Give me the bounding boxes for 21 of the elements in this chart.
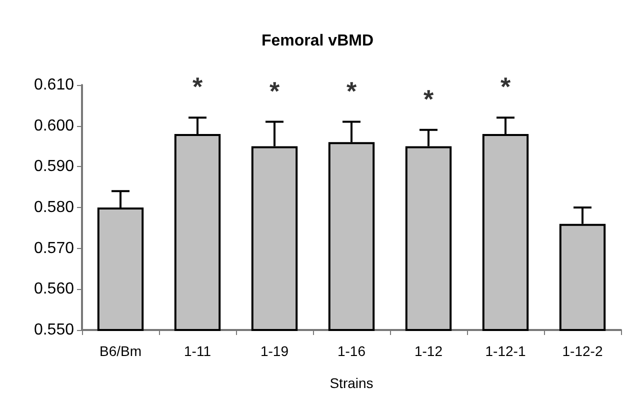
- x-tick-label: 1-11: [184, 343, 212, 359]
- annotation: *: [269, 76, 280, 106]
- x-tick-label: 1-16: [337, 343, 366, 359]
- annotation: *: [423, 84, 434, 114]
- x-tick-label: 1-19: [260, 343, 289, 359]
- annotation: *: [192, 72, 204, 102]
- y-tick-label: 0.600: [34, 117, 74, 134]
- x-axis-title: Strains: [330, 375, 374, 391]
- x-tick-label: 1-12-1: [485, 343, 526, 359]
- y-tick-label: 0.580: [34, 199, 74, 216]
- chart-title: Femoral vBMD: [261, 32, 374, 50]
- y-tick-label: 0.610: [34, 76, 74, 94]
- x-tick-label: 1-12: [414, 343, 443, 359]
- y-tick-label: 0.560: [34, 280, 74, 298]
- x-tick-label: B6/Bm: [99, 343, 142, 359]
- y-tick-label: 0.550: [34, 322, 74, 338]
- y-tick-label: 0.590: [34, 158, 74, 176]
- annotation: *: [500, 72, 512, 102]
- annotation: *: [346, 76, 358, 106]
- y-tick-label: 0.570: [34, 240, 74, 257]
- x-tick-label: 1-12-2: [562, 343, 603, 359]
